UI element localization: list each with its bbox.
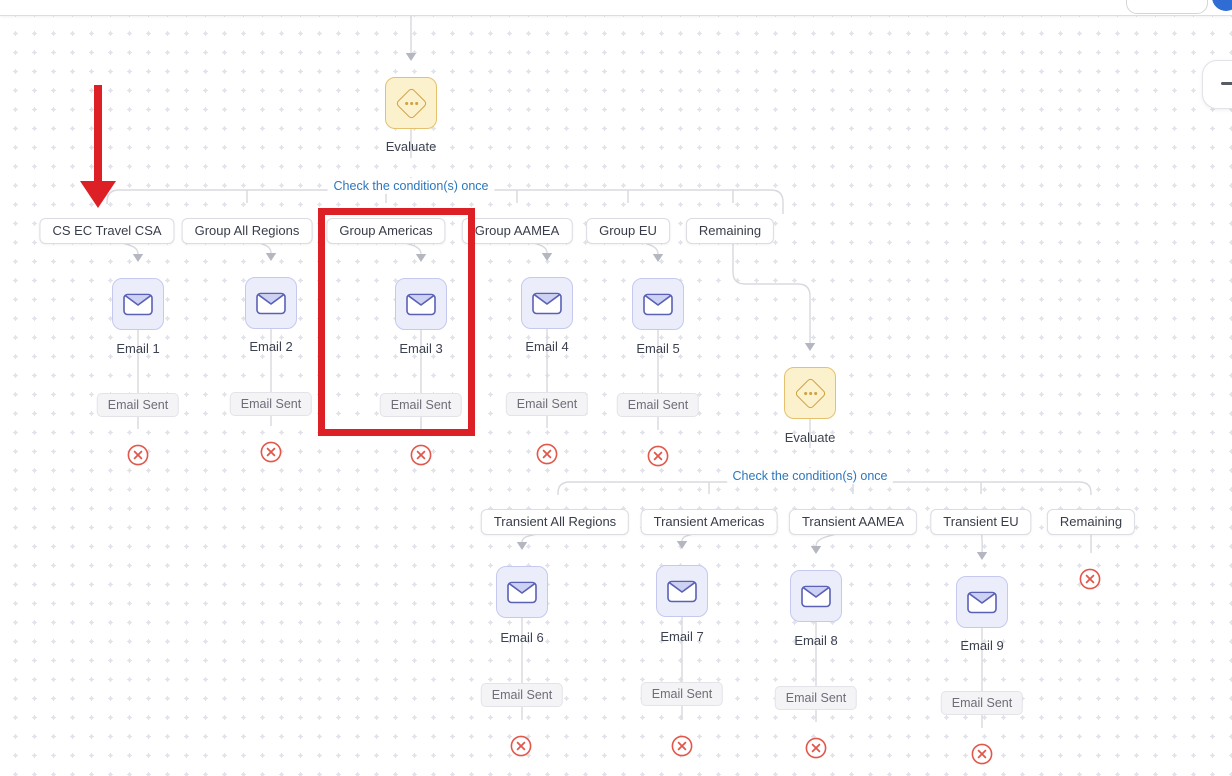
zoom-out-icon[interactable] [1221,82,1232,85]
end-node-icon[interactable] [805,737,827,759]
email-7-label: Email 7 [660,629,704,644]
branch-transient-all-regions[interactable]: Transient All Regions [480,509,630,535]
top-toolbar [0,0,1232,16]
envelope-icon [406,293,436,315]
branch-group-aamea[interactable]: Group AAMEA [461,218,573,244]
email-node-3[interactable] [395,278,447,330]
email-4-label: Email 4 [525,339,569,354]
branch-transient-americas[interactable]: Transient Americas [640,509,778,535]
email-node-7[interactable] [656,565,708,617]
envelope-icon [507,581,537,603]
branch-cs-ec-travel-csa[interactable]: CS EC Travel CSA [39,218,175,244]
annotation-highlight-rectangle [318,208,475,436]
email-sent-badge: Email Sent [480,683,564,707]
email-1-label: Email 1 [116,341,160,356]
decision-diamond-icon [394,86,428,120]
email-sent-badge: Email Sent [229,392,313,416]
envelope-icon [967,591,997,613]
end-node-icon[interactable] [671,735,693,757]
email-9-label: Email 9 [960,638,1004,653]
email-node-1[interactable] [112,278,164,330]
branch-group-eu[interactable]: Group EU [586,218,670,244]
end-node-icon[interactable] [971,743,993,765]
email-3-label: Email 3 [399,341,443,356]
branch-group-americas[interactable]: Group Americas [326,218,446,244]
email-sent-badge: Email Sent [774,686,858,710]
email-sent-badge: Email Sent [96,393,180,417]
envelope-icon [256,292,286,314]
end-node-icon[interactable] [647,445,669,467]
branch-group-all-regions[interactable]: Group All Regions [181,218,313,244]
envelope-icon [532,292,562,314]
email-sent-badge: Email Sent [616,393,700,417]
email-8-label: Email 8 [794,633,838,648]
email-sent-badge: Email Sent [640,682,724,706]
email-6-label: Email 6 [500,630,544,645]
evaluate-node-1[interactable] [385,77,437,129]
end-node-icon[interactable] [536,443,558,465]
end-node-icon[interactable] [127,444,149,466]
branch-transient-aamea[interactable]: Transient AAMEA [788,509,918,535]
email-sent-badge: Email Sent [940,691,1024,715]
email-node-9[interactable] [956,576,1008,628]
toolbar-pill-button[interactable] [1126,0,1208,14]
branch-remaining-1[interactable]: Remaining [685,218,775,244]
end-node-icon[interactable] [1079,568,1101,590]
evaluate-1-label: Evaluate [385,139,437,154]
journey-canvas[interactable]: Evaluate Check the condition(s) once CS … [0,15,1232,776]
decision-diamond-icon [793,376,827,410]
envelope-icon [643,293,673,315]
annotation-arrow-icon [80,181,116,208]
annotation-arrow-shaft [94,85,102,186]
blue-circle-button[interactable] [1212,0,1232,11]
email-node-6[interactable] [496,566,548,618]
envelope-icon [123,293,153,315]
branch-transient-eu[interactable]: Transient EU [930,509,1032,535]
email-node-8[interactable] [790,570,842,622]
email-node-5[interactable] [632,278,684,330]
branch-remaining-2[interactable]: Remaining [1046,509,1136,535]
envelope-icon [667,580,697,602]
evaluate-2-condition-note[interactable]: Check the condition(s) once [726,468,894,484]
email-2-label: Email 2 [249,339,293,354]
evaluate-node-2[interactable] [784,367,836,419]
evaluate-2-label: Evaluate [784,430,836,445]
email-sent-badge: Email Sent [505,392,589,416]
end-node-icon[interactable] [260,441,282,463]
email-node-4[interactable] [521,277,573,329]
email-sent-badge: Email Sent [379,393,463,417]
email-node-2[interactable] [245,277,297,329]
end-node-icon[interactable] [410,444,432,466]
envelope-icon [801,585,831,607]
evaluate-1-condition-note[interactable]: Check the condition(s) once [327,178,495,194]
email-5-label: Email 5 [636,341,680,356]
end-node-icon[interactable] [510,735,532,757]
zoom-control-panel[interactable] [1202,60,1232,109]
